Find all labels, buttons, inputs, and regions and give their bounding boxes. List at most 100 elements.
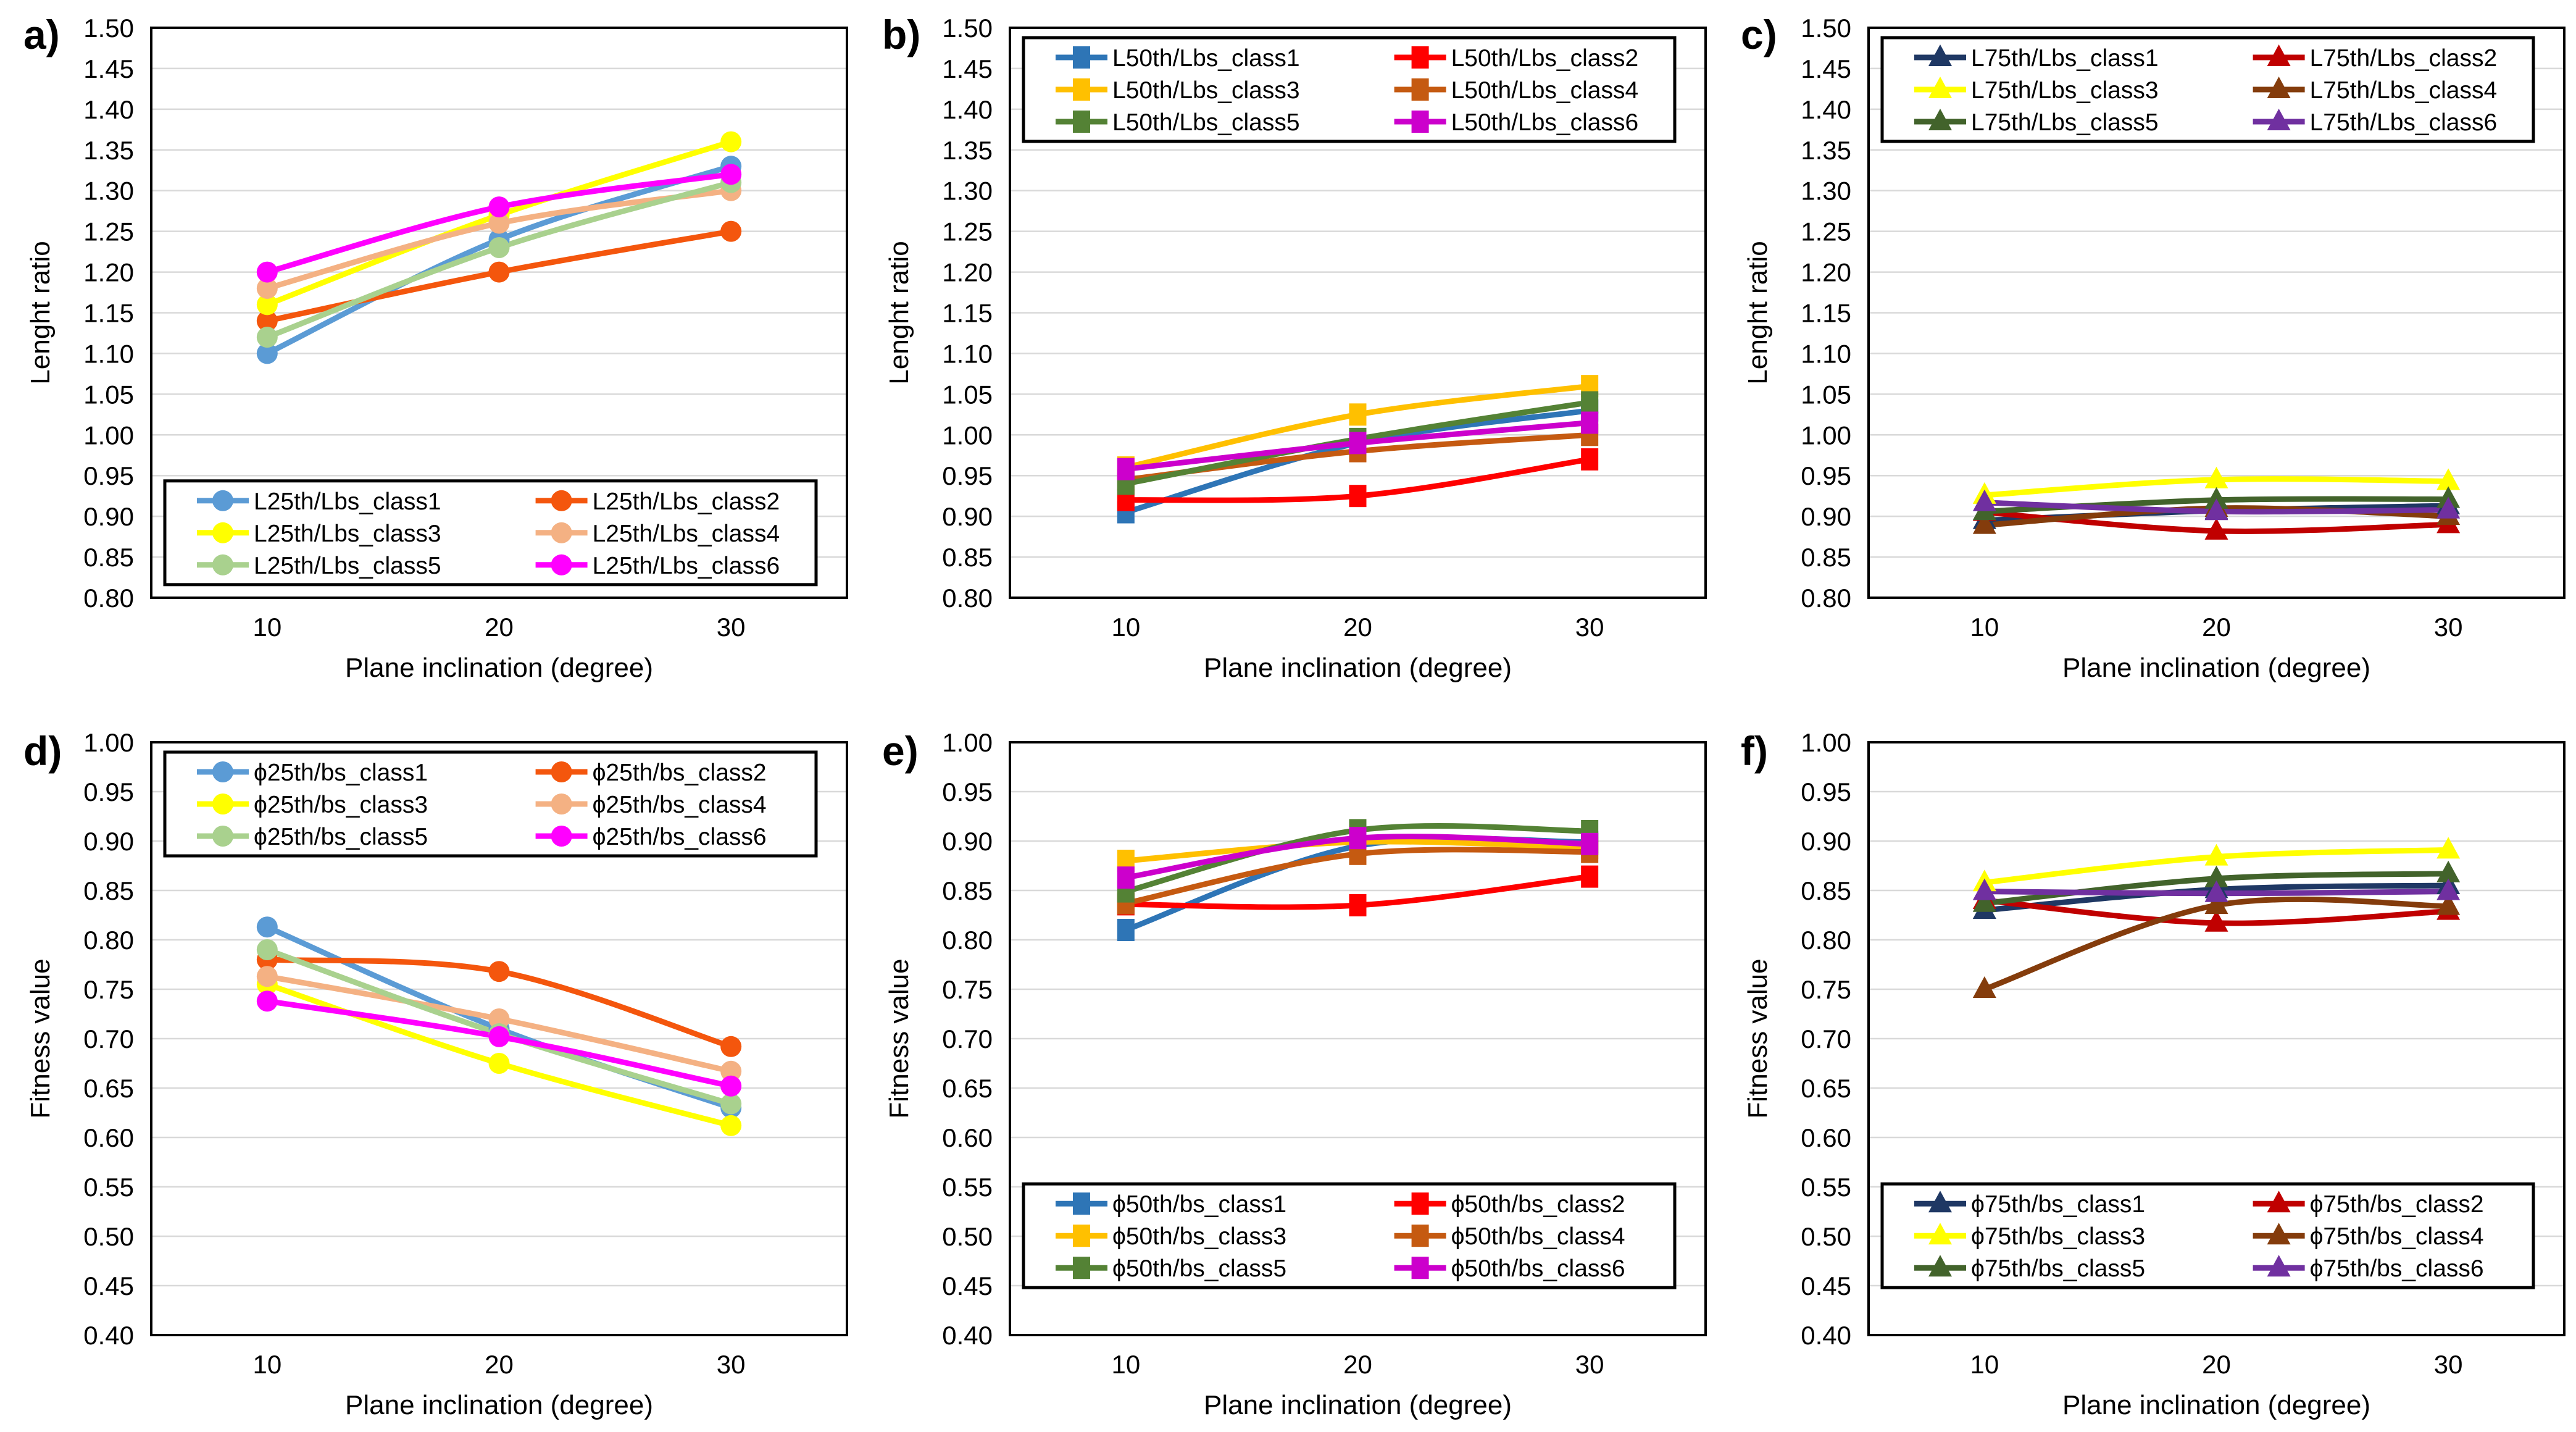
data-point-marker [256, 990, 278, 1012]
y-axis-tick-label: 1.05 [942, 380, 993, 409]
y-axis-tick-label: 0.90 [83, 827, 134, 856]
y-axis-title: Fitness value [25, 958, 56, 1118]
legend-entry-label: L25th/Lbs_class6 [593, 553, 780, 579]
y-axis-tick-label: 0.50 [942, 1222, 993, 1251]
legend-entry-label: L25th/Lbs_class4 [593, 521, 780, 547]
legend-entry-label: L25th/Lbs_class5 [254, 553, 441, 579]
legend-entry-label: ϕ75th/bs_class3 [1971, 1223, 2145, 1250]
data-point-marker [720, 131, 742, 153]
legend-marker [551, 554, 572, 576]
legend-entry-label: ϕ50th/bs_class3 [1112, 1223, 1286, 1250]
legend-entry-label: ϕ25th/bs_class5 [254, 824, 428, 850]
x-axis-title: Plane inclination (degree) [1204, 653, 1512, 683]
legend-marker [212, 761, 233, 782]
legend-entry-label: L25th/Lbs_class3 [254, 521, 441, 547]
y-axis-title: Fitness value [884, 958, 914, 1118]
y-axis-tick-label: 1.05 [1801, 380, 1851, 409]
y-axis-tick-label: 1.50 [1801, 14, 1851, 43]
x-axis-tick-label: 20 [1343, 1350, 1372, 1379]
data-point-marker [2204, 844, 2228, 866]
y-axis-tick-label: 1.45 [83, 54, 134, 83]
y-axis-tick-label: 0.60 [942, 1123, 993, 1152]
y-axis-tick-label: 0.80 [1801, 584, 1851, 613]
legend-marker [1928, 1255, 1952, 1277]
legend-marker [2267, 109, 2291, 130]
legend-marker [1411, 1225, 1429, 1247]
y-axis-tick-label: 0.90 [942, 827, 993, 856]
y-axis-tick-label: 0.50 [1801, 1222, 1851, 1251]
legend-entry-label: L50th/Lbs_class3 [1112, 77, 1300, 104]
x-axis-title: Plane inclination (degree) [2062, 653, 2370, 683]
legend-box [163, 479, 818, 587]
y-axis-tick-label: 0.60 [1801, 1123, 1851, 1152]
y-axis-tick-label: 1.00 [1801, 421, 1851, 450]
panel-e-letter: e) [882, 728, 919, 774]
data-point-marker [1581, 865, 1599, 888]
y-axis-tick-label: 1.25 [942, 217, 993, 246]
data-point-marker [256, 277, 278, 299]
legend-marker [1411, 46, 1429, 69]
y-axis-tick-label: 0.95 [1801, 461, 1851, 490]
legend-entry-label: L50th/Lbs_class1 [1112, 45, 1300, 72]
legend-marker [1073, 78, 1090, 101]
legend-entry-label: L75th/Lbs_class3 [1971, 77, 2159, 104]
data-point-marker [488, 212, 510, 234]
y-axis-tick-label: 1.20 [942, 258, 993, 287]
panel-d-letter: d) [23, 728, 62, 774]
y-axis-tick-label: 1.30 [942, 177, 993, 206]
legend-marker [1928, 77, 1952, 98]
y-axis-tick-label: 0.95 [1801, 777, 1851, 806]
y-axis-tick-label: 0.50 [83, 1222, 134, 1251]
data-point-marker [256, 966, 278, 987]
data-point-marker [256, 916, 278, 938]
y-axis-tick-label: 0.65 [83, 1074, 134, 1103]
y-axis-tick-label: 0.95 [942, 461, 993, 490]
chart-b: 0.80 0.85 0.90 0.95 1.00 1.05 1.10 1.15 1.20 1.25… [884, 14, 1707, 683]
y-axis-tick-label: 0.90 [83, 502, 134, 531]
panel-a-letter: a) [23, 12, 60, 57]
data-point-marker [1349, 894, 1367, 916]
y-axis-tick-label: 1.00 [942, 728, 993, 757]
plot-border [1867, 27, 2566, 599]
legend-box [1022, 36, 1677, 143]
x-axis-tick-label: 30 [2434, 613, 2463, 642]
series-line [264, 163, 734, 356]
legend-box [163, 750, 818, 858]
legend-marker [212, 826, 233, 847]
plot-border [150, 27, 848, 599]
y-axis-tick-label: 0.55 [1801, 1173, 1851, 1202]
legend-marker [212, 793, 233, 814]
data-point-marker [488, 1008, 510, 1029]
y-axis-tick-label: 1.45 [942, 54, 993, 83]
legend-marker [551, 793, 572, 814]
y-axis-tick-label: 0.85 [83, 543, 134, 572]
y-axis-tick-label: 1.10 [942, 339, 993, 368]
y-axis-tick-label: 1.50 [83, 14, 134, 43]
chart-a: 0.80 0.85 0.90 0.95 1.00 1.05 1.10 1.15 1.20 1.25… [25, 14, 848, 683]
legend-marker [551, 761, 572, 782]
y-axis-tick-label: 0.70 [942, 1024, 993, 1053]
y-axis-tick-label: 0.45 [83, 1271, 134, 1300]
x-axis-tick-label: 20 [485, 1350, 514, 1379]
y-axis-tick-label: 1.35 [942, 136, 993, 165]
y-axis-tick-label: 1.30 [1801, 177, 1851, 206]
y-axis-tick-label: 1.20 [1801, 258, 1851, 287]
data-point-marker [488, 261, 510, 283]
legend-entry-label: L75th/Lbs_class2 [2310, 45, 2498, 72]
y-axis-tick-label: 0.80 [942, 584, 993, 613]
y-axis-tick-label: 1.40 [942, 95, 993, 124]
y-axis-tick-label: 1.30 [83, 177, 134, 206]
y-axis-tick-label: 1.10 [1801, 339, 1851, 368]
panel-c: c) 0.80 0.85 0.90 0.95 1.00 1.05 1.10 1.15 1.20 1… [1717, 0, 2576, 716]
panel-e: e) 0.40 0.45 0.50 0.55 0.60 0.65 0.70 0.75 0.80 0… [859, 716, 1717, 1432]
legend-entry-label: ϕ50th/bs_class6 [1451, 1255, 1625, 1282]
legend-marker [1928, 1223, 1952, 1245]
y-axis-tick-label: 1.40 [1801, 95, 1851, 124]
y-axis-tick-label: 1.35 [1801, 136, 1851, 165]
legend-marker [1411, 111, 1429, 133]
y-axis-tick-label: 0.40 [83, 1321, 134, 1350]
data-point-marker [1972, 512, 1996, 534]
y-axis-tick-label: 1.25 [83, 217, 134, 246]
x-axis-tick-label: 30 [1575, 613, 1604, 642]
data-point-marker [2204, 865, 2228, 887]
